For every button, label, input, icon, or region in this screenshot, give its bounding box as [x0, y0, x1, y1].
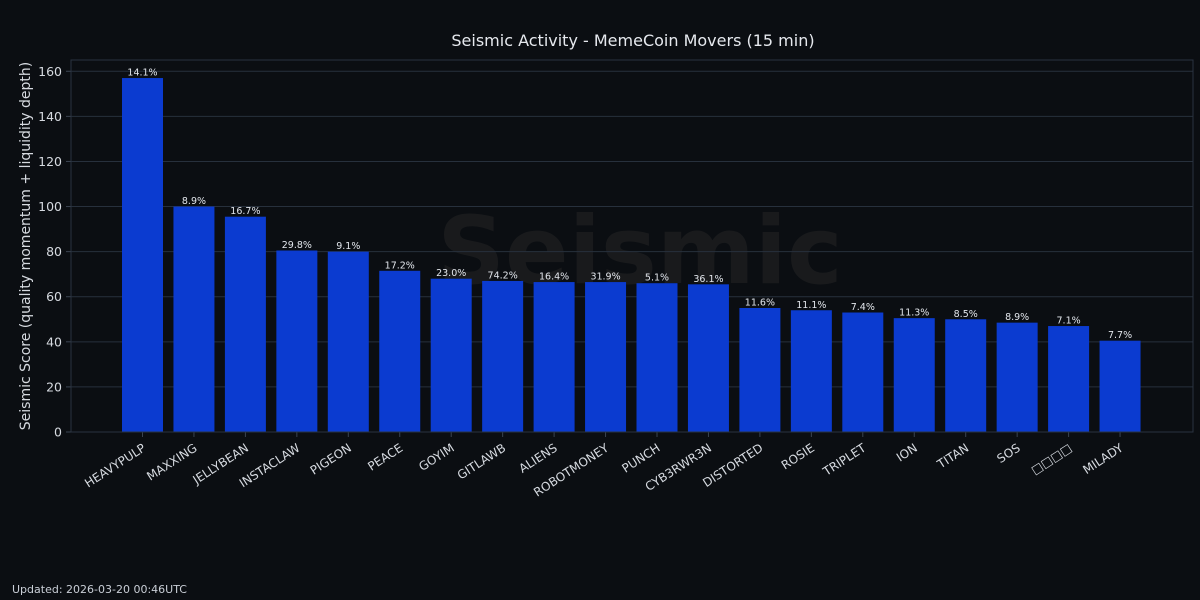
bar: [482, 280, 524, 432]
bar: [790, 310, 832, 432]
y-tick-label: 20: [46, 379, 62, 394]
data-label: 17.2%: [385, 260, 415, 271]
bar: [996, 322, 1038, 432]
y-tick-label: 40: [46, 334, 62, 349]
data-label: 31.9%: [590, 272, 620, 283]
bar: [893, 318, 935, 432]
bar: [687, 284, 729, 432]
bar: [173, 206, 215, 432]
y-tick-label: 100: [38, 199, 62, 214]
x-tick-label: ION: [894, 441, 920, 465]
bar: [327, 251, 369, 432]
data-label: 8.9%: [1005, 312, 1029, 323]
bar: [276, 250, 318, 432]
x-tick-label: TITAN: [934, 441, 971, 472]
y-axis-label: Seismic Score (quality momentum + liquid…: [18, 62, 34, 430]
updated-timestamp: Updated: 2026-03-20 00:46UTC: [12, 583, 187, 596]
x-tick-label: PIGEON: [308, 441, 354, 478]
x-tick-label: PEACE: [365, 441, 405, 474]
x-tick-label: HEAVYPULP: [82, 441, 148, 491]
bar: [122, 78, 163, 432]
data-label: 16.4%: [539, 272, 569, 283]
bar: [1099, 340, 1141, 432]
y-tick-label: 140: [38, 109, 62, 124]
x-tick-label: GITLAWB: [455, 441, 509, 483]
data-label: 11.6%: [745, 298, 775, 309]
data-label: 36.1%: [693, 274, 723, 285]
data-label: 7.7%: [1108, 330, 1132, 341]
data-label: 11.1%: [796, 300, 826, 311]
data-label: 8.9%: [182, 196, 206, 207]
bar: [430, 278, 472, 432]
data-label: 5.1%: [645, 273, 669, 284]
bar: [1048, 326, 1090, 432]
data-label: 29.8%: [282, 240, 312, 251]
x-tick-label: ALIENS: [516, 441, 559, 476]
y-tick-label: 0: [54, 425, 62, 440]
data-label: 8.5%: [954, 309, 978, 320]
x-tick-label: GOYIM: [416, 441, 457, 474]
bar: [636, 283, 678, 432]
bar: [842, 312, 884, 432]
x-tick-label: MILADY: [1080, 440, 1126, 477]
bars-layer: [122, 78, 1141, 432]
plot-frame: [70, 59, 1194, 433]
data-label: 9.1%: [336, 241, 360, 252]
data-label: 14.1%: [127, 68, 157, 79]
x-tick-label: ROSIE: [779, 441, 817, 473]
y-tick-label: 120: [38, 154, 62, 169]
data-label: 7.1%: [1057, 316, 1081, 327]
data-label: 23.0%: [436, 268, 466, 279]
bar: [585, 282, 627, 432]
x-tick-label: TRIPLET: [820, 440, 869, 479]
chart-title: Seismic Activity - MemeCoin Movers (15 m…: [451, 31, 814, 50]
bar: [533, 282, 575, 432]
y-tick-label: 160: [38, 64, 62, 79]
y-tick-label: 80: [46, 244, 62, 259]
data-label: 11.3%: [899, 308, 929, 319]
data-label: 7.4%: [851, 302, 875, 313]
data-labels: 14.1% 8.9% 16.7% 29.8% 9.1% 17.2% 23.0% 74.2% 16…: [127, 68, 1132, 342]
bar: [224, 216, 266, 432]
x-tick-label: PUNCH: [619, 441, 662, 476]
y-tick-label: 60: [46, 289, 62, 304]
bar: [945, 319, 987, 432]
y-tick-labels: 0 20 40 60 80 100 120 140 160: [38, 64, 62, 440]
bar: [739, 308, 781, 432]
x-tick-label: SOS: [994, 441, 1022, 466]
data-label: 74.2%: [488, 270, 518, 281]
bar: [379, 270, 421, 432]
data-label: 16.7%: [230, 206, 260, 217]
x-tick-label: □□□□: [1029, 441, 1075, 477]
